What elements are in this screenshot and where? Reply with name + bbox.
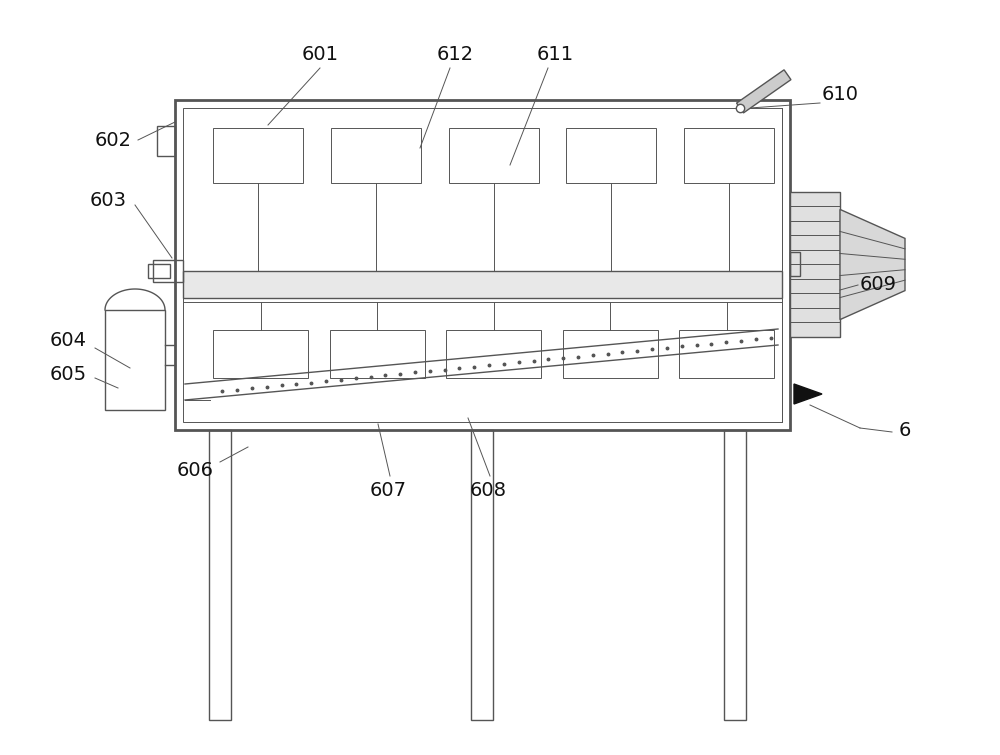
Text: 603: 603 (90, 190, 126, 209)
Text: 601: 601 (302, 45, 338, 64)
Text: 609: 609 (860, 276, 896, 294)
Polygon shape (737, 69, 791, 113)
Text: 608: 608 (470, 480, 507, 500)
Bar (790, 192, 840, 337)
Bar (105, 310, 165, 410)
Text: 611: 611 (536, 45, 574, 64)
Bar (183, 108, 782, 422)
Bar (562, 330, 658, 378)
Text: 606: 606 (176, 461, 214, 479)
Bar (684, 128, 774, 183)
Bar (213, 330, 308, 378)
Bar (183, 271, 782, 298)
Bar (330, 330, 424, 378)
Bar (213, 128, 303, 183)
Text: 6: 6 (899, 421, 911, 439)
Text: 607: 607 (370, 480, 406, 500)
Polygon shape (794, 384, 822, 404)
Text: 610: 610 (822, 85, 858, 104)
Text: 612: 612 (436, 45, 474, 64)
Bar (148, 264, 170, 278)
Bar (471, 430, 493, 720)
Text: 602: 602 (94, 131, 132, 149)
Bar (446, 330, 541, 378)
Text: 605: 605 (49, 365, 87, 384)
Bar (790, 252, 800, 276)
Bar (331, 128, 421, 183)
Bar (209, 430, 231, 720)
Text: 604: 604 (50, 331, 87, 350)
Polygon shape (840, 209, 905, 319)
Bar (448, 128, 538, 183)
Bar (175, 100, 790, 430)
Bar (153, 260, 183, 282)
Bar (724, 430, 746, 720)
Bar (679, 330, 774, 378)
Bar (566, 128, 656, 183)
Bar (157, 126, 175, 156)
